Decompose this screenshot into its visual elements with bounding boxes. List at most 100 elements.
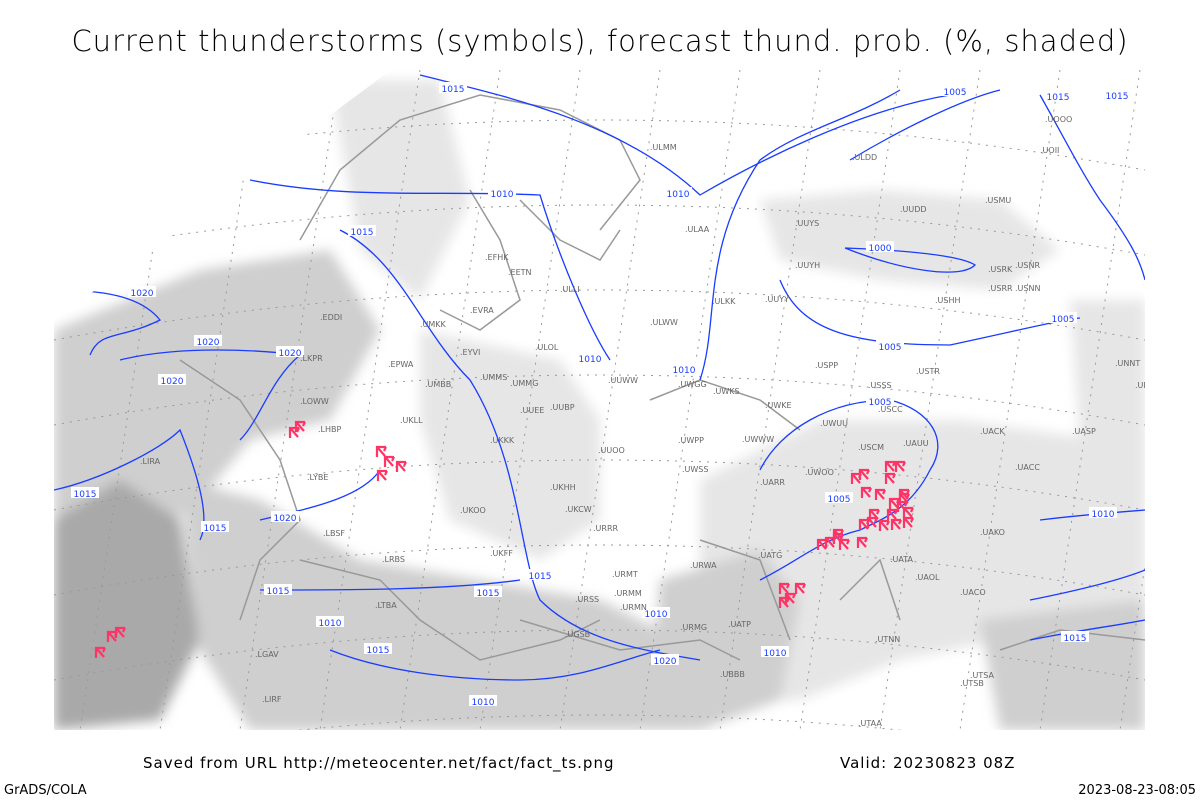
- station-label: .UUYS: [795, 219, 819, 228]
- isobar-label: 1005: [879, 343, 902, 353]
- isobar-line: [259, 579, 521, 591]
- isobar-label-bg: [158, 374, 186, 385]
- station-label: .URRR: [593, 524, 619, 533]
- station-label: .LYBE: [307, 473, 328, 482]
- station-label: .ULLI: [560, 285, 580, 294]
- station-label: .USRK: [988, 265, 1013, 274]
- isobar-label: 1020: [161, 377, 184, 387]
- isobar-label: 1020: [654, 657, 677, 667]
- station-label: .UOII: [1040, 146, 1059, 155]
- station-label: .UWWW: [742, 435, 774, 444]
- isobar-line: [849, 89, 1001, 161]
- isobar-label: 1005: [944, 88, 967, 98]
- isobar-label-bg: [488, 187, 516, 198]
- shaded-area: [330, 80, 470, 300]
- station-label: .UUOO: [598, 446, 625, 455]
- coastline: [299, 559, 601, 661]
- thunderstorm-symbols: [94, 420, 914, 658]
- isobar-label: 1015: [267, 587, 290, 597]
- isobar-label: 1000: [869, 244, 892, 254]
- station-label: .USSS: [868, 381, 892, 390]
- isobar-line: [329, 649, 661, 681]
- isobar-label: 1015: [74, 490, 97, 500]
- station-label: .UAOL: [915, 573, 940, 582]
- isobar-label: 1015: [1106, 92, 1129, 102]
- thunderstorm-symbol: [794, 582, 806, 594]
- station-label: .UNNT: [1115, 359, 1140, 368]
- thunderstorm-symbol: [856, 536, 868, 548]
- station-label: .UATG: [758, 551, 782, 560]
- isobar-label-bg: [1089, 507, 1117, 518]
- probability-shading: [54, 80, 1145, 730]
- station-label: .URSS: [575, 595, 599, 604]
- station-label: .LOWW: [300, 397, 329, 406]
- station-label: .ULDD: [852, 153, 877, 162]
- station-label: .UWOO: [805, 468, 834, 477]
- isobar-label: 1005: [869, 398, 892, 408]
- isobar-label: 1015: [442, 85, 465, 95]
- isobar-label-bg: [866, 241, 894, 252]
- thunderstorm-symbol: [874, 488, 886, 500]
- isobar-label-bg: [642, 607, 670, 618]
- isobar-label-bg: [439, 82, 467, 93]
- thunderstorm-symbol: [375, 445, 387, 457]
- isobar-label: 1010: [472, 698, 495, 708]
- thunderstorm-symbol: [376, 469, 388, 481]
- isobar-label: 1020: [274, 514, 297, 524]
- station-label: .UKFF: [490, 549, 513, 558]
- map-title: Current thunderstorms (symbols), forecas…: [71, 24, 1129, 58]
- isobar-label-bg: [1049, 312, 1077, 323]
- isobar-label: 1015: [1064, 634, 1087, 644]
- station-label: .UAUU: [903, 439, 929, 448]
- thunderstorm-symbol: [383, 455, 395, 467]
- isobar-label-bg: [276, 346, 304, 357]
- isobar-line: [1039, 94, 1145, 281]
- station-label: .UMBB: [425, 380, 451, 389]
- isobar-label-bg: [866, 395, 894, 406]
- isobar-label-bg: [761, 646, 789, 657]
- thunderstorm-symbol: [94, 646, 106, 658]
- station-label: .UARR: [760, 478, 785, 487]
- station-label: .UTSB: [960, 679, 984, 688]
- shaded-area: [760, 190, 1060, 290]
- isobar-label-bg: [71, 487, 99, 498]
- isobar-label-bg: [1103, 89, 1131, 100]
- station-label: .UUEE: [520, 406, 544, 415]
- isobar-label: 1020: [279, 349, 302, 359]
- station-label: .LBSF: [323, 529, 345, 538]
- station-label: .UASP: [1072, 427, 1096, 436]
- isobar-line: [419, 74, 951, 196]
- thunderstorm-symbol: [778, 596, 790, 608]
- station-label: .USCM: [858, 443, 884, 452]
- station-label: .USRR: [988, 284, 1013, 293]
- isobar-label-bg: [1044, 90, 1072, 101]
- station-label: .LIRA: [140, 457, 161, 466]
- station-label: .ULMM: [650, 143, 677, 152]
- isobar-label: 1010: [667, 190, 690, 200]
- thunderstorm-symbol: [868, 508, 880, 520]
- thunderstorm-symbol: [878, 519, 890, 531]
- station-label: .URMM: [614, 589, 642, 598]
- station-label: .UMKK: [420, 320, 447, 329]
- isobar-label-bg: [201, 521, 229, 532]
- isobar-label-bg: [128, 286, 156, 297]
- isobar-line: [699, 89, 901, 381]
- station-label: .UNBB: [1135, 381, 1160, 390]
- station-label: .UATA: [890, 555, 914, 564]
- station-label: .UKKK: [490, 436, 515, 445]
- station-label: .UWSS: [682, 465, 708, 474]
- station-label: .UUBP: [550, 403, 575, 412]
- coastline: [649, 379, 801, 431]
- station-label: .URWA: [690, 561, 717, 570]
- isobar-label: 1015: [367, 646, 390, 656]
- isobar-label: 1010: [673, 366, 696, 376]
- shaded-area: [54, 480, 200, 730]
- thunderstorm-symbol: [832, 528, 844, 540]
- station-label: .ULKK: [712, 297, 736, 306]
- isobar-label: 1015: [477, 589, 500, 599]
- isobar-label-bg: [264, 584, 292, 595]
- isobar-label-bg: [316, 616, 344, 627]
- coastline: [519, 199, 621, 261]
- isobar-label: 1010: [1092, 510, 1115, 520]
- valid-time: Valid: 20230823 08Z: [840, 754, 1016, 772]
